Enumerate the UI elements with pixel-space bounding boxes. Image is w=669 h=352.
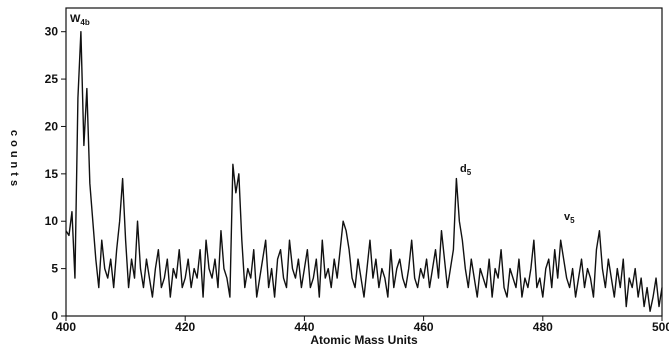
x-tick-label: 480 (533, 320, 553, 334)
y-tick-label: 20 (45, 119, 59, 133)
x-tick-label: 440 (294, 320, 314, 334)
y-tick-label: 0 (51, 309, 58, 323)
annotation: W4b (70, 13, 90, 27)
plot-frame (65, 7, 663, 317)
annotation: d5 (460, 163, 472, 177)
y-tick-label: 15 (45, 167, 59, 181)
y-tick-label: 25 (45, 72, 59, 86)
y-tick-label: 10 (45, 214, 59, 228)
y-axis-label: counts (8, 130, 20, 190)
annotation-text: d (460, 163, 467, 175)
x-tick-label: 420 (175, 320, 195, 334)
y-tick-label: 30 (45, 25, 59, 39)
annotation-text: v (564, 211, 571, 223)
annotation-sub: 5 (467, 168, 472, 177)
x-tick-label: 460 (414, 320, 434, 334)
x-tick-label: 500 (652, 320, 669, 334)
y-tick-label: 5 (51, 262, 58, 276)
x-axis-label: Atomic Mass Units (310, 333, 418, 347)
annotation: v5 (564, 211, 575, 225)
spectrum-line (65, 30, 663, 312)
annotation-sub: 4b (80, 18, 89, 27)
x-tick-label: 400 (56, 320, 76, 334)
annotation-text: W (70, 13, 81, 25)
annotation-sub: 5 (570, 216, 575, 225)
